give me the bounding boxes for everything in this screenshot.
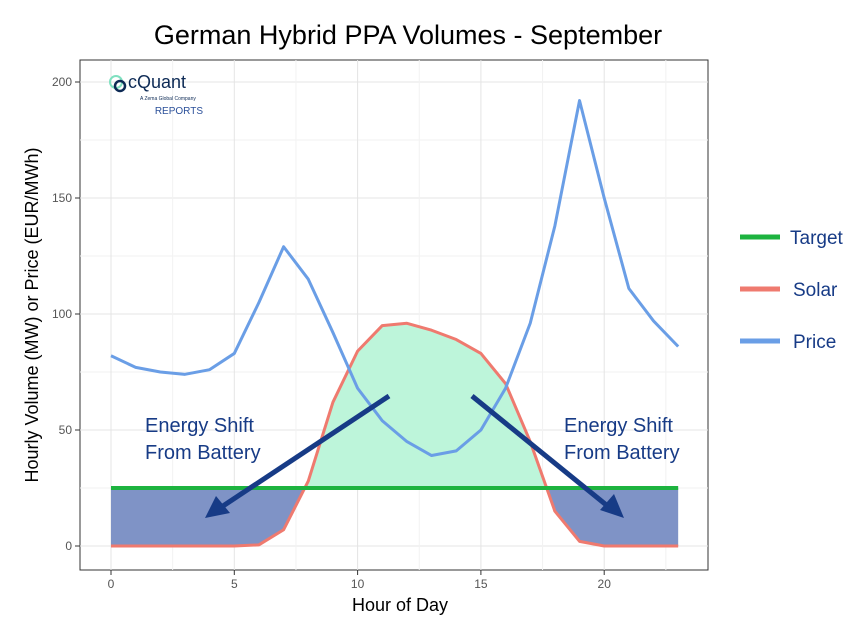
battery-area [111,488,679,546]
annotation-left-line1: Energy Shift [145,415,254,437]
x-tick-label: 20 [598,577,612,591]
axis-ticks: 0 50 100 150 200 0 5 10 15 20 [52,75,611,591]
y-tick-label: 100 [52,307,72,321]
arrow-left-head [205,496,230,518]
x-tick-label: 15 [474,577,488,591]
surplus-area [111,323,679,488]
logo: cQuant A Zema Global Company REPORTS [109,72,203,117]
y-axis-label: Hourly Volume (MW) or Price (EUR/MWh) [22,147,42,482]
annotation-left-line2: From Battery [145,442,261,464]
logo-tagline: A Zema Global Company [140,96,196,102]
arrow-right-head [600,494,624,518]
x-tick-label: 10 [351,577,365,591]
y-tick-label: 150 [52,191,72,205]
series-line-price [110,99,680,458]
legend: Target Solar Price [740,228,844,353]
series-line-solar [111,321,679,548]
logo-name: cQuant [128,72,186,92]
annotation-right-line1: Energy Shift [564,415,673,437]
arrow-right [470,394,612,510]
area-fills [111,323,679,546]
legend-label-solar: Solar [793,280,838,301]
y-tick-label: 0 [65,539,72,553]
x-tick-label: 5 [231,577,238,591]
legend-label-target: Target [790,228,844,249]
chart-title: German Hybrid PPA Volumes - September [154,20,662,50]
x-axis-label: Hour of Day [352,595,448,615]
y-tick-label: 200 [52,75,72,89]
legend-label-price: Price [793,332,836,353]
y-tick-label: 50 [59,423,73,437]
x-tick-label: 0 [108,577,115,591]
annotations: Energy Shift From Battery Energy Shift F… [145,393,680,518]
logo-sub: REPORTS [155,106,203,117]
arrow-left [218,393,391,511]
annotation-right-line2: From Battery [564,442,680,464]
